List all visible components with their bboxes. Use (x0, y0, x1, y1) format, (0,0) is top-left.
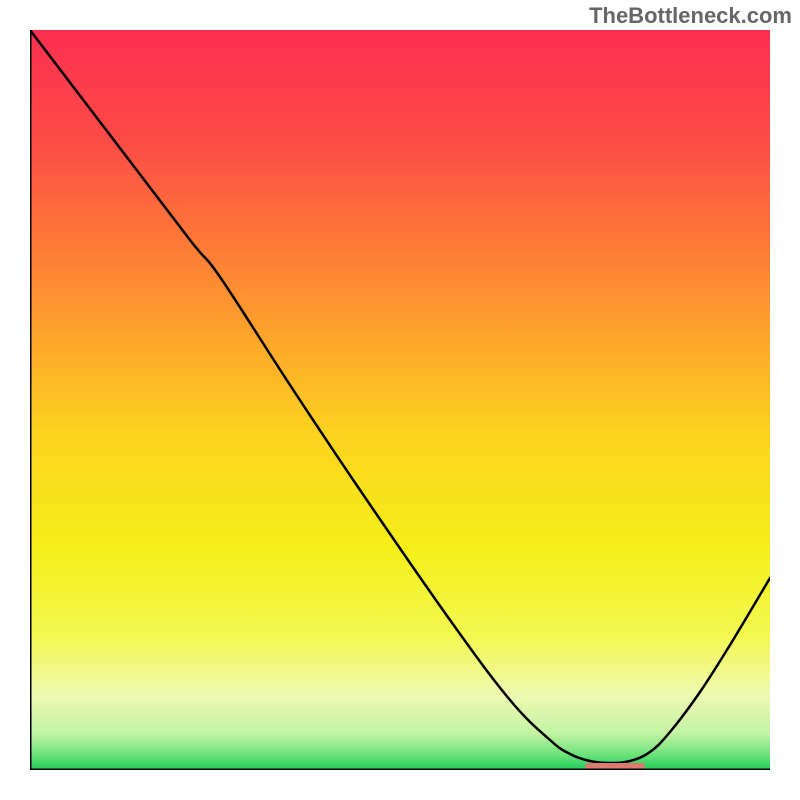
bottleneck-curve (30, 30, 770, 763)
chart-container: TheBottleneck.com (0, 0, 800, 800)
watermark-text: TheBottleneck.com (589, 3, 792, 29)
chart-frame (30, 30, 770, 770)
curve-layer (30, 30, 770, 770)
minimum-marker (585, 763, 645, 769)
